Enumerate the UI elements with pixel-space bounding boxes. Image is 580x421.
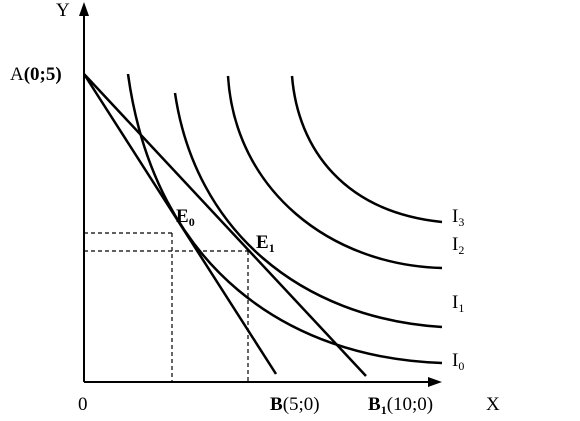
curve-i2-label: I2 xyxy=(452,234,464,257)
point-b1-label: B1(10;0) xyxy=(368,394,433,417)
point-e0-label: E0 xyxy=(176,206,195,229)
point-b-label: B(5;0) xyxy=(270,394,320,415)
indifference-curve-i1 xyxy=(173,92,443,329)
curve-i1-label: I1 xyxy=(452,292,464,315)
x-axis-label: X xyxy=(486,394,500,415)
indifference-curve-i3 xyxy=(290,75,443,224)
point-a-label: A(0;5) xyxy=(10,64,62,85)
curve-i0-label: I0 xyxy=(452,350,464,373)
budget-line-ab xyxy=(82,73,278,375)
y-axis-arrow xyxy=(79,2,89,16)
indifference-curve-i0 xyxy=(126,73,443,365)
x-axis-arrow xyxy=(428,377,442,387)
curve-i3-label: I3 xyxy=(452,206,464,229)
point-e1-label: E1 xyxy=(256,232,275,255)
indifference-curve-i2 xyxy=(226,75,443,270)
budget-line-ab1 xyxy=(83,73,367,377)
y-axis-label: Y xyxy=(56,0,70,21)
origin-label: 0 xyxy=(78,394,88,415)
